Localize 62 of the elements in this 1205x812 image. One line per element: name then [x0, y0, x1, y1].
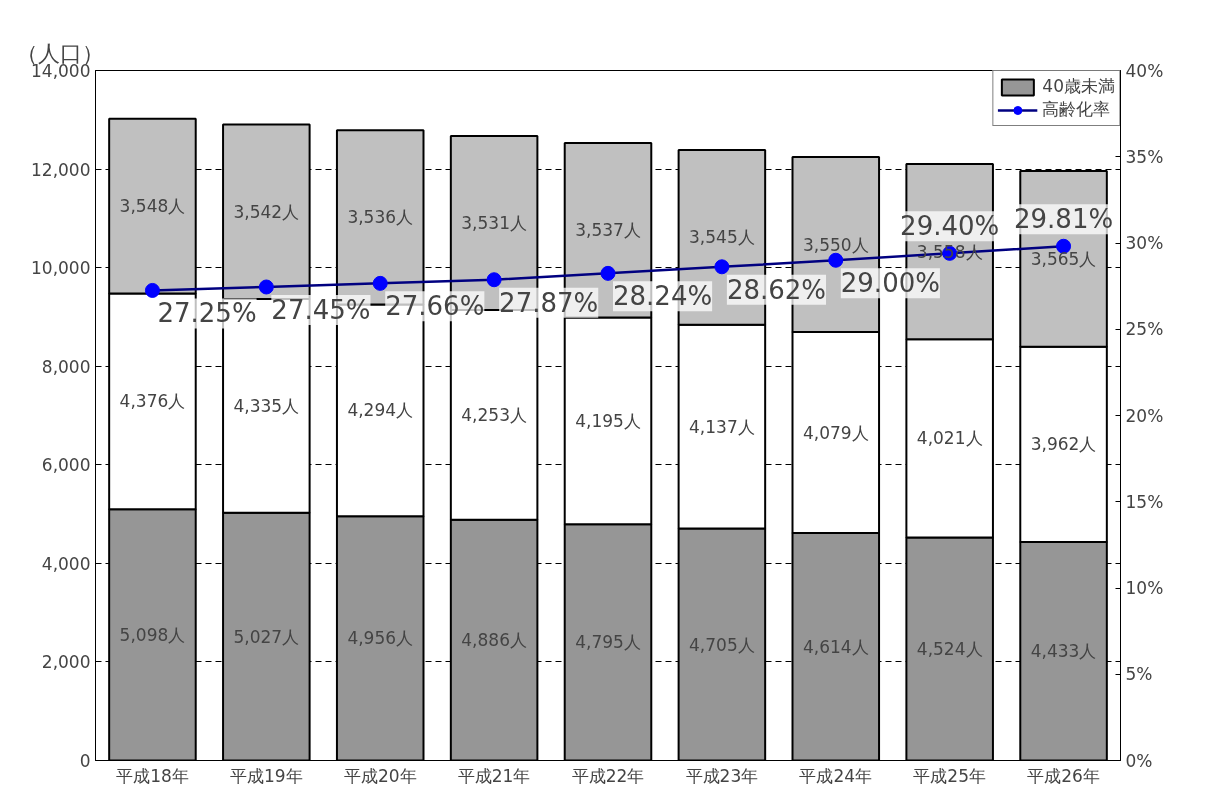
data-label: 4,137人 — [689, 416, 755, 437]
x-tick-label: 平成23年 — [685, 765, 759, 786]
y2-tick-label: 30% — [1125, 233, 1164, 253]
data-label: 3,531人 — [461, 213, 527, 234]
x-tick-label: 平成26年 — [1027, 765, 1100, 786]
data-label: 27.66% — [385, 291, 485, 322]
data-label: 3,542人 — [233, 201, 300, 222]
data-label: 3,548人 — [119, 196, 186, 217]
y-tick-label: 6,000 — [41, 455, 91, 476]
data-label: 3,537人 — [575, 220, 641, 241]
data-label: 3,545人 — [689, 227, 755, 248]
data-label: 4,433人 — [1030, 641, 1097, 662]
y-tick-label: 8,000 — [41, 356, 91, 377]
data-label: 29.81% — [1013, 204, 1114, 235]
data-label: 5,098人 — [119, 624, 186, 645]
data-label: 28.24% — [613, 281, 713, 312]
data-label: 27.45% — [271, 294, 371, 325]
data-label: 29.40% — [900, 211, 1000, 242]
y2-tick-label: 10% — [1125, 578, 1164, 598]
data-label: 3,565人 — [1030, 248, 1097, 269]
y2-tick-label: 35% — [1125, 146, 1164, 167]
data-label: 4,253人 — [461, 404, 527, 425]
data-label: 4,195人 — [575, 410, 641, 431]
data-label: 4,079人 — [802, 422, 869, 443]
data-label: 4,335人 — [233, 395, 300, 416]
y2-tick-label: 40% — [1125, 60, 1164, 81]
legend-label: 40歳未満 — [1042, 75, 1115, 98]
y-tick-label: 12,000 — [31, 159, 91, 180]
data-label: 4,021人 — [916, 428, 983, 449]
data-label: 4,376人 — [119, 391, 186, 412]
data-label: 4,886人 — [461, 630, 527, 651]
y-tick-label: 2,000 — [41, 652, 91, 673]
data-label: 4,795人 — [575, 632, 641, 653]
data-label: 4,705人 — [689, 634, 755, 655]
y-tick-label: 0 — [79, 751, 91, 771]
y2-tick-label: 15% — [1125, 491, 1164, 512]
data-label: 4,524人 — [916, 639, 983, 660]
x-tick-label: 平成18年 — [116, 765, 189, 786]
data-label: 4,956人 — [347, 628, 414, 649]
legend-label: 高齢化率 — [1042, 98, 1111, 121]
data-label: 3,550人 — [802, 234, 869, 255]
data-label: 4,294人 — [347, 400, 414, 421]
data-label: 27.87% — [499, 287, 599, 318]
y2-tick-label: 0% — [1125, 750, 1153, 771]
data-label: 27.25% — [157, 298, 257, 329]
y2-tick-label: 20% — [1125, 405, 1164, 426]
y2-tick-label: 5% — [1125, 664, 1153, 685]
y-tick-label: 10,000 — [31, 258, 91, 279]
x-tick-label: 平成21年 — [457, 765, 531, 786]
data-label: 3,962人 — [1030, 434, 1097, 455]
y-tick-label: 4,000 — [41, 553, 91, 574]
data-label: 3,536人 — [347, 207, 414, 228]
data-label: 4,614人 — [802, 636, 869, 657]
data-label: 5,027人 — [233, 626, 300, 647]
x-tick-label: 平成22年 — [571, 765, 645, 786]
x-tick-label: 平成19年 — [230, 765, 303, 786]
data-label: 29.00% — [840, 268, 940, 299]
y2-tick-label: 25% — [1125, 319, 1164, 340]
x-tick-label: 平成25年 — [913, 765, 986, 786]
data-label: 28.62% — [726, 274, 827, 305]
x-tick-label: 平成24年 — [799, 765, 873, 786]
x-tick-label: 平成20年 — [343, 765, 417, 786]
